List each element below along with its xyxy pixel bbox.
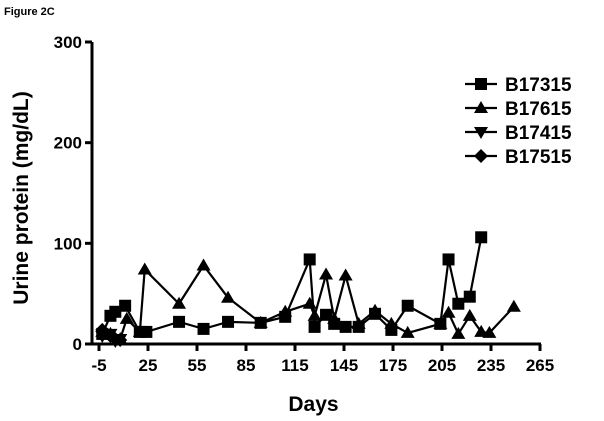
- legend-item: B17315: [465, 75, 572, 96]
- data-point: [222, 315, 235, 328]
- x-tick-label: 235: [477, 356, 505, 375]
- data-point: [351, 316, 366, 329]
- data-point: [253, 315, 268, 328]
- data-point: [338, 268, 353, 281]
- legend-marker: [475, 78, 487, 90]
- data-point: [308, 320, 321, 333]
- legend-label: B17515: [505, 147, 572, 168]
- legend-label: B17615: [505, 99, 572, 120]
- data-point: [196, 258, 211, 271]
- legend-item: B17415: [465, 123, 572, 144]
- x-tick-label: 115: [281, 356, 308, 375]
- legend-marker: [474, 127, 488, 139]
- data-point: [433, 316, 448, 329]
- plot-area: [95, 231, 521, 348]
- figure-label: Figure 2C: [4, 6, 55, 18]
- data-point: [463, 290, 476, 303]
- data-point: [475, 231, 488, 244]
- series-B17315: [96, 231, 488, 340]
- data-point: [452, 297, 465, 310]
- series-B17515: [95, 322, 128, 347]
- data-point: [173, 315, 186, 328]
- data-point: [109, 305, 122, 318]
- x-axis-title: Days: [288, 393, 338, 416]
- y-tick-label: 0: [73, 335, 82, 354]
- data-point: [221, 290, 236, 303]
- x-tick-label: -5: [91, 356, 106, 375]
- data-point: [462, 308, 477, 321]
- x-tick-label: 55: [188, 356, 207, 375]
- data-point: [172, 296, 187, 309]
- data-point: [278, 304, 293, 317]
- legend-label: B17315: [505, 75, 572, 96]
- data-point: [319, 267, 334, 280]
- data-point: [307, 308, 322, 321]
- data-point: [137, 262, 152, 275]
- legend-label: B17415: [505, 123, 572, 144]
- x-tick-label: 25: [139, 356, 158, 375]
- data-point: [442, 253, 455, 266]
- legend-item: B17515: [465, 147, 572, 168]
- data-point: [327, 311, 342, 324]
- x-axis: -5 25 55 85 115 145 175 205 235 265: [91, 342, 554, 375]
- data-point: [303, 253, 316, 266]
- data-point: [119, 311, 134, 324]
- data-point: [401, 299, 414, 312]
- data-point: [441, 305, 456, 318]
- data-point: [320, 308, 333, 321]
- data-point: [302, 296, 317, 309]
- legend: B17315 B17615 B17415 B17515: [465, 75, 572, 168]
- x-tick-label: 265: [526, 356, 554, 375]
- x-tick-label: 205: [428, 356, 456, 375]
- y-tick-label: 200: [54, 134, 82, 153]
- y-axis-title: Urine protein (mg/dL): [10, 91, 33, 305]
- legend-marker: [474, 149, 488, 163]
- legend-marker: [474, 101, 488, 113]
- data-point: [384, 316, 399, 329]
- data-point: [474, 324, 489, 337]
- y-tick-label: 300: [54, 33, 82, 52]
- data-point: [132, 324, 147, 337]
- data-point: [451, 326, 466, 339]
- legend-item: B17615: [465, 99, 572, 120]
- data-point: [95, 322, 110, 337]
- x-tick-label: 175: [379, 356, 407, 375]
- data-point: [339, 320, 352, 333]
- x-tick-label: 145: [330, 356, 358, 375]
- data-point: [368, 303, 383, 316]
- data-point: [506, 299, 521, 312]
- data-point: [400, 325, 415, 338]
- data-point: [197, 322, 210, 335]
- y-axis: 0 100 200 300: [54, 33, 94, 354]
- y-tick-label: 100: [54, 234, 82, 253]
- x-tick-label: 85: [237, 356, 256, 375]
- series-line: [101, 237, 483, 335]
- data-point: [119, 299, 132, 312]
- data-point: [482, 325, 497, 338]
